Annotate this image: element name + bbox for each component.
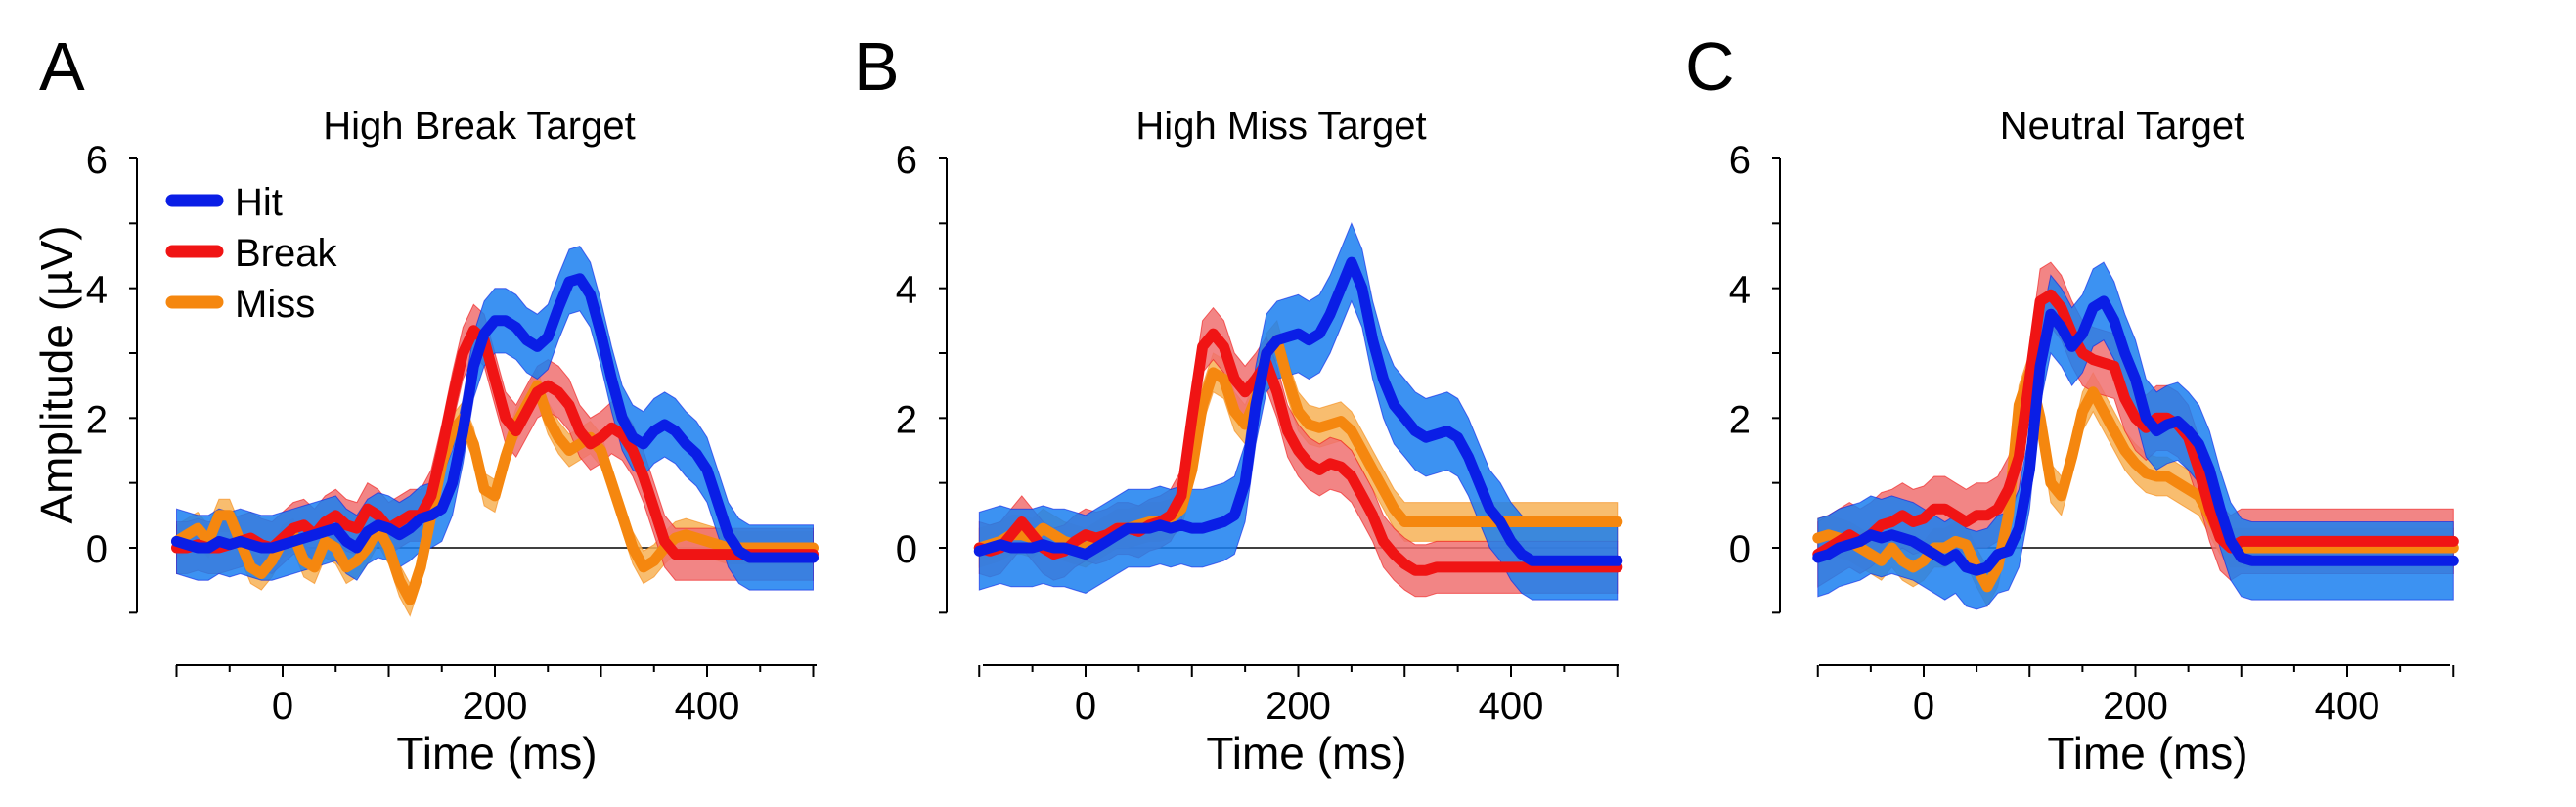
- panel-a-plot: 0 2 4 6 0 200 400: [86, 139, 819, 728]
- series-line-hit: [973, 256, 1623, 566]
- series-line-hit: [1812, 295, 2459, 576]
- panel-a-ylabel: Amplitude (µV): [31, 225, 82, 523]
- y-tick-label: 2: [896, 398, 917, 441]
- panel-c-title: Neutral Target: [2000, 105, 2245, 148]
- x-tick-label: 0: [272, 685, 293, 728]
- y-tick-label: 2: [86, 398, 108, 441]
- series-line-break: [973, 328, 1623, 576]
- panel-a: A High Break Target Amplitude (µV) Time …: [31, 28, 819, 779]
- y-tick-label: 6: [86, 139, 108, 182]
- series-line-miss: [973, 335, 1623, 554]
- x-tick-label: 0: [1075, 685, 1096, 728]
- x-tick-label: 400: [1479, 685, 1544, 728]
- panel-b-xlabel: Time (ms): [1206, 728, 1406, 779]
- panel-c-xlabel: Time (ms): [2047, 728, 2247, 779]
- panel-a-title: High Break Target: [323, 105, 635, 148]
- x-tick-label: 400: [675, 685, 740, 728]
- panel-b-plot: 0 2 4 6 0 200 400: [896, 139, 1623, 728]
- x-tick-label: 200: [463, 685, 528, 728]
- panel-a-letter: A: [39, 28, 85, 105]
- x-tick-label: 0: [1913, 685, 1934, 728]
- x-tick-label: 200: [2103, 685, 2168, 728]
- y-tick-label: 4: [86, 269, 108, 312]
- series-line-hit: [171, 273, 819, 563]
- series-line-break: [1812, 289, 2459, 560]
- y-tick-label: 6: [1729, 139, 1751, 182]
- y-tick-label: 0: [896, 528, 917, 571]
- panel-a-legend: Hit Break Miss: [165, 181, 337, 326]
- x-tick-label: 200: [1266, 685, 1331, 728]
- band-hit: [176, 246, 814, 591]
- panel-c-letter: C: [1685, 28, 1735, 105]
- y-tick-label: 0: [1729, 528, 1751, 571]
- panel-c: C Neutral Target Time (ms) 0 2 4 6 0 200 400: [1685, 28, 2459, 779]
- legend-miss-label: Miss: [235, 283, 315, 326]
- y-tick-label: 0: [86, 528, 108, 571]
- series-line-miss: [1812, 367, 2459, 593]
- band-hit: [978, 221, 1619, 601]
- panel-c-plot: 0 2 4 6 0 200 400: [1729, 139, 2459, 728]
- x-tick-label: 400: [2315, 685, 2380, 728]
- panel-b-letter: B: [854, 28, 900, 105]
- panel-a-xlabel: Time (ms): [396, 728, 597, 779]
- legend-hit-label: Hit: [235, 181, 283, 224]
- panel-b: B High Miss Target Time (ms) 0 2 4 6 0 200 400: [854, 28, 1623, 779]
- y-tick-label: 4: [896, 269, 917, 312]
- series-line-break: [171, 325, 819, 560]
- legend-break-label: Break: [235, 232, 337, 275]
- y-tick-label: 6: [896, 139, 917, 182]
- panel-b-title: High Miss Target: [1135, 105, 1426, 148]
- y-tick-label: 4: [1729, 269, 1751, 312]
- y-tick-label: 2: [1729, 398, 1751, 441]
